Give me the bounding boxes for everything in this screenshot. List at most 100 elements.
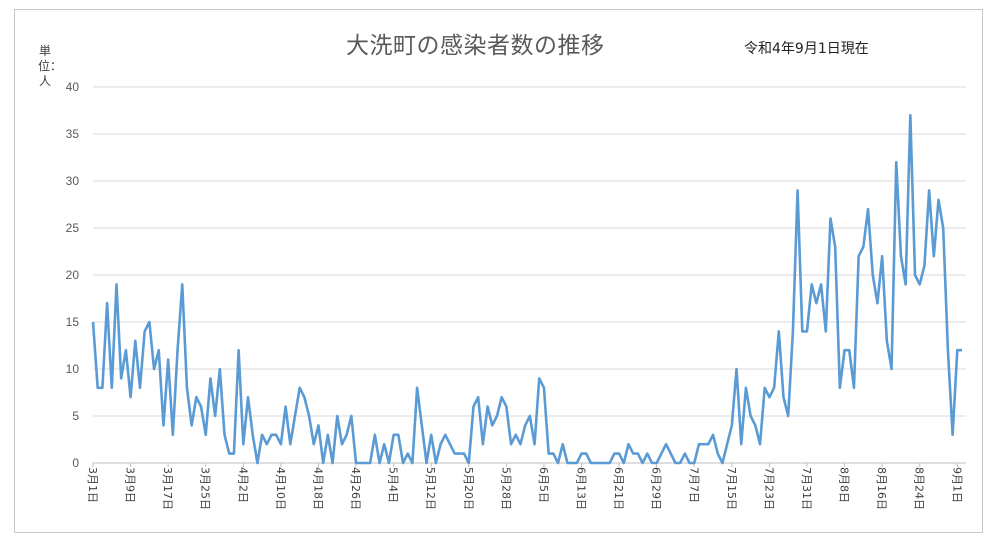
y-axis-unit-label: 単位：人 xyxy=(38,44,63,88)
x-tick-label: 8月16日 xyxy=(875,467,888,510)
data-point xyxy=(872,274,874,276)
data-point xyxy=(684,453,686,455)
data-point xyxy=(585,453,587,455)
data-point xyxy=(642,462,644,464)
data-point xyxy=(346,434,348,436)
data-point xyxy=(844,349,846,351)
x-tick-label: 4月18日 xyxy=(311,467,324,510)
data-point xyxy=(703,443,705,445)
data-point xyxy=(726,443,728,445)
data-point xyxy=(167,359,169,361)
data-point xyxy=(313,443,315,445)
x-tick-label: 9月1日 xyxy=(950,467,963,503)
data-point xyxy=(421,424,423,426)
x-tick-label: 5月20日 xyxy=(462,467,475,510)
data-point xyxy=(867,208,869,210)
data-point xyxy=(364,462,366,464)
data-point xyxy=(646,453,648,455)
data-point xyxy=(876,302,878,304)
data-point xyxy=(674,462,676,464)
data-point xyxy=(172,434,174,436)
data-point xyxy=(101,387,103,389)
data-point xyxy=(848,349,850,351)
data-point xyxy=(529,415,531,417)
data-point xyxy=(214,415,216,417)
y-tick-label: 40 xyxy=(66,80,80,94)
data-point xyxy=(609,462,611,464)
data-point xyxy=(238,349,240,351)
data-point xyxy=(177,349,179,351)
x-tick-label: 5月12日 xyxy=(424,467,437,510)
data-point xyxy=(195,396,197,398)
data-point xyxy=(806,330,808,332)
data-point xyxy=(740,443,742,445)
data-point xyxy=(618,453,620,455)
data-point xyxy=(247,396,249,398)
data-point xyxy=(938,199,940,201)
data-point xyxy=(576,462,578,464)
data-point xyxy=(158,349,160,351)
data-point xyxy=(820,283,822,285)
data-point xyxy=(411,462,413,464)
x-tick-label: 6月29日 xyxy=(650,467,663,510)
data-point xyxy=(909,114,911,116)
data-point xyxy=(153,368,155,370)
data-point xyxy=(350,415,352,417)
data-point xyxy=(477,396,479,398)
data-point xyxy=(933,255,935,257)
data-point xyxy=(289,443,291,445)
x-tick-label: 7月15日 xyxy=(725,467,738,510)
series-line xyxy=(91,113,962,465)
data-point xyxy=(787,415,789,417)
data-point xyxy=(402,462,404,464)
data-point xyxy=(895,161,897,163)
data-point xyxy=(689,462,691,464)
data-point xyxy=(900,255,902,257)
data-point xyxy=(698,443,700,445)
data-point xyxy=(270,434,272,436)
data-point xyxy=(130,396,132,398)
data-point xyxy=(426,462,428,464)
data-point xyxy=(627,443,629,445)
data-point xyxy=(224,434,226,436)
data-point xyxy=(327,434,329,436)
data-point xyxy=(219,368,221,370)
data-point xyxy=(186,387,188,389)
data-point xyxy=(656,462,658,464)
data-point xyxy=(731,424,733,426)
data-point xyxy=(571,462,573,464)
data-point xyxy=(285,406,287,408)
data-point xyxy=(538,377,540,379)
x-tick-label: 7月31日 xyxy=(800,467,813,510)
y-tick-label: 25 xyxy=(66,221,80,235)
x-tick-label: 5月28日 xyxy=(499,467,512,510)
data-point xyxy=(679,462,681,464)
data-point xyxy=(449,443,451,445)
data-point xyxy=(590,462,592,464)
x-tick-label: 3月1日 xyxy=(86,467,99,503)
data-point xyxy=(905,283,907,285)
data-point xyxy=(745,387,747,389)
data-point xyxy=(792,330,794,332)
data-point xyxy=(665,443,667,445)
data-point xyxy=(581,453,583,455)
data-point xyxy=(707,443,709,445)
data-point xyxy=(228,453,230,455)
data-point xyxy=(397,434,399,436)
data-point xyxy=(543,387,545,389)
data-point xyxy=(435,462,437,464)
data-point xyxy=(332,462,334,464)
data-point xyxy=(181,283,183,285)
data-point xyxy=(566,462,568,464)
data-point xyxy=(637,453,639,455)
y-tick-label: 5 xyxy=(72,409,79,423)
data-point xyxy=(961,349,963,351)
data-point xyxy=(416,387,418,389)
data-point xyxy=(501,396,503,398)
data-point xyxy=(759,443,761,445)
data-point xyxy=(524,424,526,426)
data-point xyxy=(106,302,108,304)
data-point xyxy=(341,443,343,445)
data-point xyxy=(651,462,653,464)
